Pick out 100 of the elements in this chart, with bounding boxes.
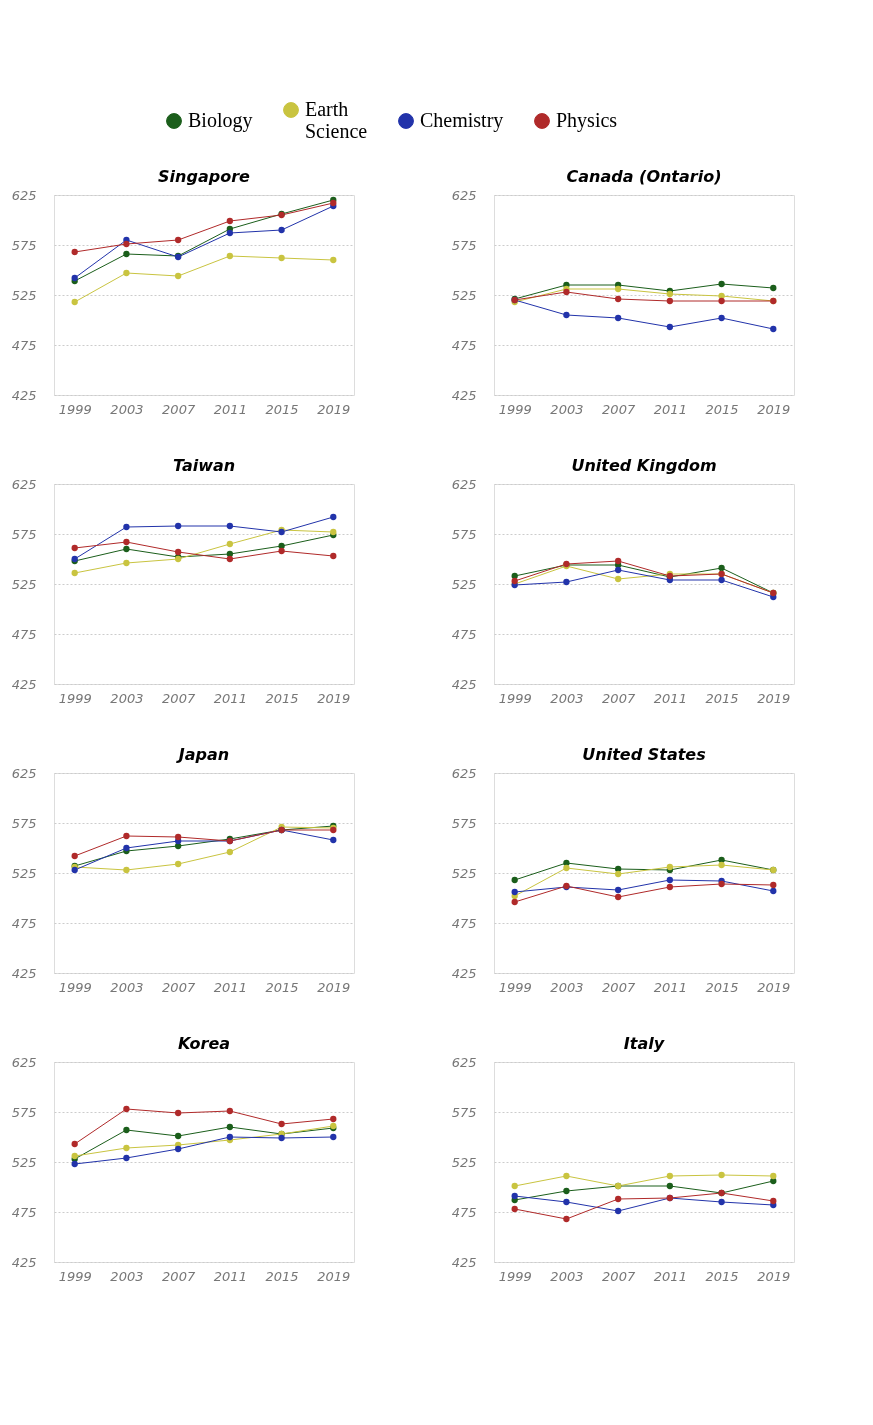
x-tick-label: 2019 (317, 979, 351, 995)
x-tick-label: 2011 (653, 690, 687, 706)
x-tick-label: 2007 (162, 690, 196, 706)
x-tick-label: 2019 (757, 401, 791, 417)
x-tick-label: 2007 (602, 401, 636, 417)
y-tick-label: 575 (11, 526, 37, 542)
y-tick-label: 475 (11, 915, 37, 931)
x-tick-label: 1999 (58, 1268, 92, 1284)
y-tick-label: 475 (11, 626, 37, 642)
x-tick-label: 2015 (705, 401, 739, 417)
y-tick-label: 525 (11, 287, 37, 303)
y-tick-label: 575 (451, 526, 477, 542)
y-tick-label: 625 (451, 1054, 477, 1070)
x-tick-label: 2011 (653, 1268, 687, 1284)
x-tick-label: 2007 (602, 1268, 636, 1284)
x-tick-label: 2011 (213, 1268, 247, 1284)
chart-title: United Kingdom (571, 456, 717, 475)
y-tick-label: 425 (11, 676, 37, 692)
y-tick-label: 625 (451, 187, 477, 203)
y-tick-label: 575 (451, 237, 477, 253)
x-tick-label: 2011 (653, 979, 687, 995)
y-tick-label: 425 (11, 965, 37, 981)
y-tick-label: 475 (451, 626, 477, 642)
y-tick-label: 475 (451, 337, 477, 353)
y-tick-label: 525 (451, 576, 477, 592)
x-tick-label: 2011 (213, 979, 247, 995)
y-tick-label: 625 (11, 1054, 37, 1070)
x-tick-label: 1999 (58, 690, 92, 706)
x-tick-label: 2003 (110, 1268, 144, 1284)
y-tick-label: 425 (451, 676, 477, 692)
x-tick-label: 2015 (705, 979, 739, 995)
x-tick-label: 2003 (550, 690, 584, 706)
y-tick-label: 425 (11, 387, 37, 403)
x-tick-label: 2011 (213, 690, 247, 706)
chart-title: Taiwan (172, 456, 236, 475)
y-tick-label: 625 (11, 476, 37, 492)
x-tick-label: 2019 (317, 401, 351, 417)
y-tick-label: 475 (451, 1204, 477, 1220)
x-tick-label: 2015 (705, 690, 739, 706)
y-tick-label: 525 (451, 287, 477, 303)
x-tick-label: 1999 (498, 690, 532, 706)
y-tick-label: 575 (451, 815, 477, 831)
y-tick-label: 425 (451, 387, 477, 403)
legend-label: Biology (188, 109, 253, 132)
y-tick-label: 575 (11, 237, 37, 253)
y-tick-label: 425 (451, 1254, 477, 1270)
y-tick-label: 525 (11, 1154, 37, 1170)
chart-title: Korea (177, 1034, 231, 1053)
chart-title: United States (582, 745, 706, 764)
y-tick-label: 525 (451, 1154, 477, 1170)
x-tick-label: 1999 (498, 979, 532, 995)
y-tick-label: 425 (451, 965, 477, 981)
x-tick-label: 2003 (550, 979, 584, 995)
x-tick-label: 2003 (110, 979, 144, 995)
chart-title: Canada (Ontario) (566, 167, 722, 186)
x-tick-label: 2007 (162, 1268, 196, 1284)
x-tick-label: 2015 (265, 1268, 299, 1284)
x-tick-label: 1999 (498, 401, 532, 417)
x-tick-label: 1999 (498, 1268, 532, 1284)
x-tick-label: 2007 (602, 979, 636, 995)
y-tick-label: 625 (11, 765, 37, 781)
chart-title: Japan (175, 745, 230, 764)
x-tick-label: 2019 (757, 979, 791, 995)
legend-label: Physics (556, 109, 618, 132)
y-tick-label: 425 (11, 1254, 37, 1270)
x-tick-label: 2003 (550, 401, 584, 417)
y-tick-label: 475 (11, 337, 37, 353)
x-tick-label: 2007 (162, 979, 196, 995)
y-tick-label: 625 (451, 765, 477, 781)
y-tick-label: 525 (451, 865, 477, 881)
y-tick-label: 625 (451, 476, 477, 492)
x-tick-label: 2011 (653, 401, 687, 417)
y-tick-label: 575 (451, 1104, 477, 1120)
y-tick-label: 475 (11, 1204, 37, 1220)
y-tick-label: 575 (11, 1104, 37, 1120)
x-tick-label: 2015 (705, 1268, 739, 1284)
x-tick-label: 2003 (110, 401, 144, 417)
chart-title: Italy (623, 1034, 665, 1053)
x-tick-label: 2003 (550, 1268, 584, 1284)
x-tick-label: 2019 (757, 690, 791, 706)
x-tick-label: 2003 (110, 690, 144, 706)
x-tick-label: 2007 (602, 690, 636, 706)
x-tick-label: 2019 (757, 1268, 791, 1284)
x-tick-label: 2015 (265, 401, 299, 417)
x-tick-label: 2007 (162, 401, 196, 417)
x-tick-label: 1999 (58, 401, 92, 417)
y-tick-label: 475 (451, 915, 477, 931)
y-tick-label: 625 (11, 187, 37, 203)
y-tick-label: 525 (11, 576, 37, 592)
x-tick-label: 2019 (317, 1268, 351, 1284)
x-tick-label: 2015 (265, 979, 299, 995)
y-tick-label: 525 (11, 865, 37, 881)
x-tick-label: 2015 (265, 690, 299, 706)
x-tick-label: 2019 (317, 690, 351, 706)
y-tick-label: 575 (11, 815, 37, 831)
legend-label: Chemistry (420, 109, 504, 132)
chart-title: Singapore (158, 167, 251, 186)
x-tick-label: 1999 (58, 979, 92, 995)
legend-label: Earth Science (305, 98, 368, 142)
x-tick-label: 2011 (213, 401, 247, 417)
